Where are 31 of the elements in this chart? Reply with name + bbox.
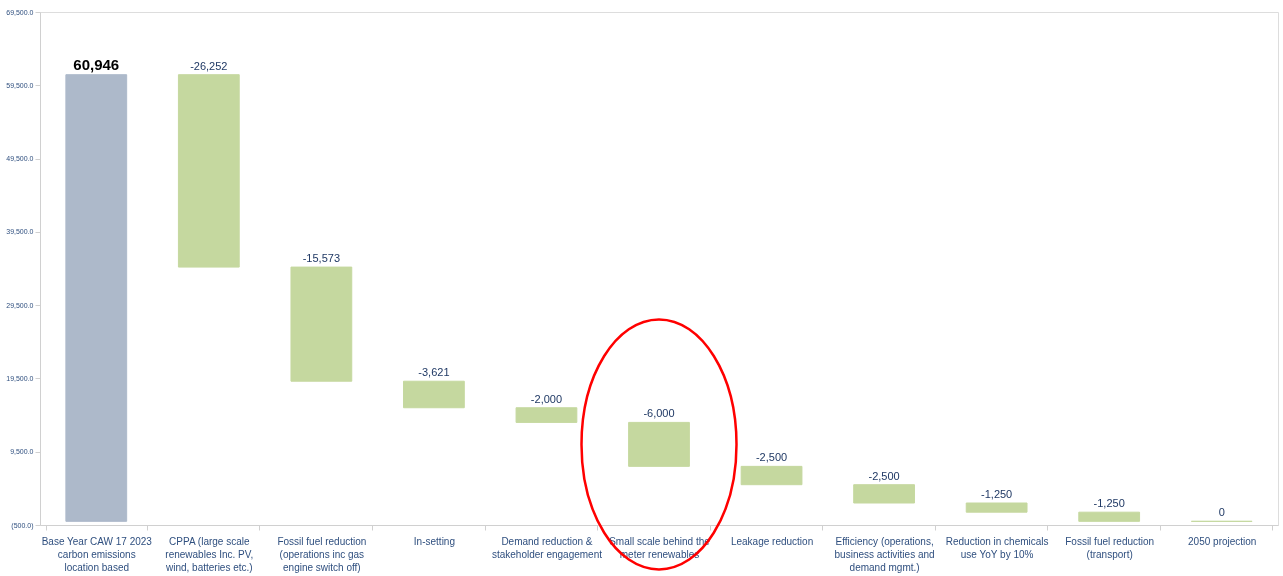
bar [177, 74, 240, 268]
x-tick-label: Fossil fuel reduction (transport) [1065, 535, 1155, 560]
data-label: -3,621 [418, 366, 450, 379]
data-label: 0 [1218, 506, 1225, 519]
x-tick-label: Reduction in chemicals use YoY by 10% [945, 535, 1049, 560]
bar [965, 502, 1028, 513]
data-label: -2,000 [530, 392, 563, 405]
data-label: -1,250 [981, 488, 1013, 501]
data-label: -6,000 [643, 407, 675, 420]
data-label: -26,252 [190, 59, 228, 72]
data-label: 60,946 [73, 55, 120, 73]
data-label: -15,573 [302, 252, 341, 265]
data-label: -1,250 [1093, 497, 1125, 510]
bar [290, 266, 353, 382]
x-tick-label: In-setting [413, 535, 455, 547]
x-tick-label: Demand reduction & stakeholder engagement [491, 535, 603, 560]
x-tick-label: Leakage reduction [730, 535, 814, 547]
x-tick-label: 2050 projection [1188, 535, 1257, 547]
bar [1078, 511, 1141, 522]
bar [628, 421, 690, 467]
x-tick-label: Fossil fuel reduction (operations inc gas engine switch off) [277, 535, 367, 573]
x-tick-label: CPPA (large scale renewables Inc. PV, wind, batteries etc.) [164, 535, 254, 573]
x-tick-label: Base Year CAW 17 2023 carbon emissions location based [41, 535, 153, 573]
x-tick-label: Efficiency (operations, business activities and demand mgmt.) [834, 535, 935, 573]
bar [515, 407, 578, 423]
bar [740, 465, 803, 486]
bar [403, 380, 465, 409]
bar [65, 74, 128, 522]
data-label: -2,500 [755, 451, 788, 464]
data-label: -2,500 [868, 469, 900, 482]
bar [853, 484, 915, 504]
